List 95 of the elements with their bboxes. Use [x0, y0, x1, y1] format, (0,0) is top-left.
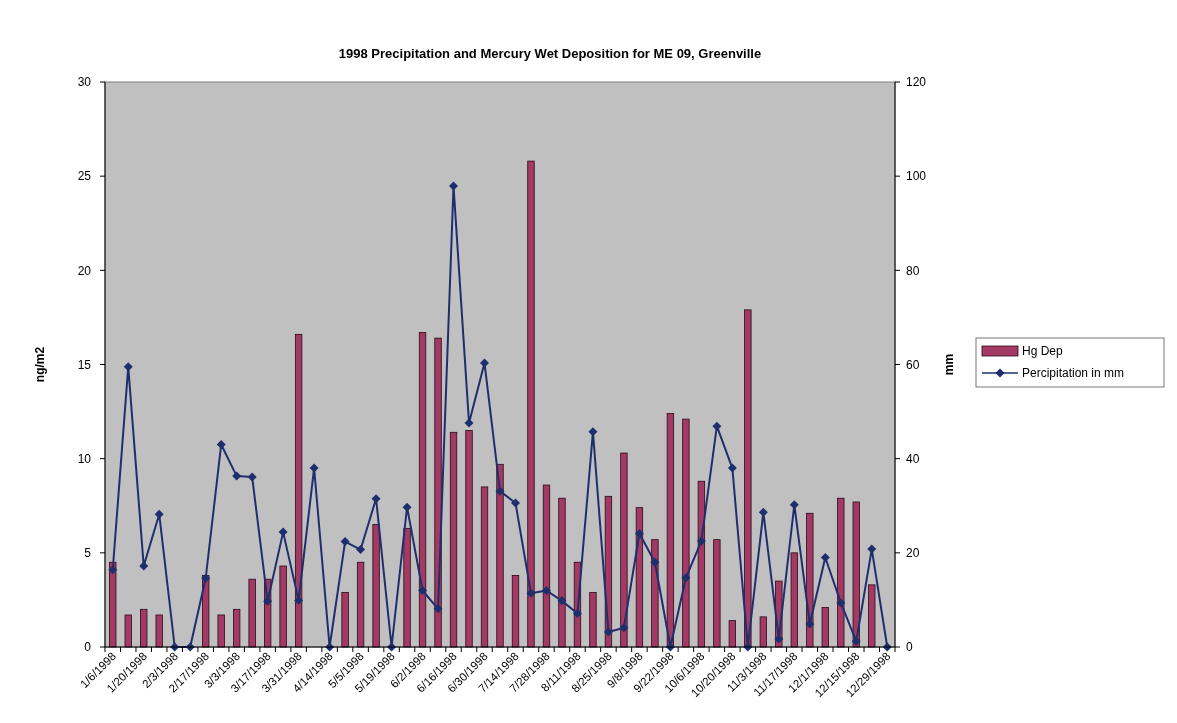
point [309, 463, 319, 473]
bar [217, 614, 225, 648]
point [557, 596, 567, 606]
point [727, 463, 737, 473]
point [696, 536, 706, 546]
point [588, 427, 598, 437]
bar [233, 608, 241, 648]
bar [356, 561, 365, 648]
bar [713, 539, 721, 648]
point [356, 545, 366, 555]
legend-label: Percipitation in mm [1022, 366, 1125, 381]
point [851, 636, 861, 646]
point [449, 181, 459, 191]
point [805, 619, 815, 629]
point [216, 440, 226, 450]
point [232, 471, 242, 481]
y2-tick-label: 120 [906, 75, 927, 90]
bar [682, 418, 690, 648]
point [201, 573, 211, 583]
bar [109, 561, 117, 648]
point [154, 509, 164, 519]
bar [666, 413, 675, 648]
bar [852, 501, 860, 648]
point [867, 544, 877, 554]
y2-tick-label: 80 [906, 263, 920, 278]
bar [651, 539, 659, 648]
y2-tick-label: 40 [906, 451, 920, 466]
legend-label: Hg Dep [1022, 344, 1064, 359]
point [681, 573, 691, 583]
bar [759, 616, 767, 648]
point [774, 634, 784, 644]
point [247, 472, 257, 482]
chart-title: 1998 Precipitation and Mercury Wet Deposition for ME 09, Greenville [338, 46, 762, 61]
bar [449, 431, 458, 648]
point [480, 358, 490, 368]
y-tick-label: 30 [77, 75, 92, 90]
bar [728, 620, 737, 648]
bar [821, 607, 829, 648]
y-tick-label: 25 [77, 169, 92, 184]
point [123, 362, 133, 372]
bar [542, 484, 551, 648]
bar [496, 463, 504, 648]
point [758, 507, 768, 517]
point [526, 588, 536, 598]
y-tick-label: 20 [77, 263, 92, 278]
point [836, 598, 846, 608]
bar [790, 552, 798, 648]
bar [480, 486, 489, 648]
point [510, 498, 520, 508]
point [495, 486, 505, 496]
y2-tick-label: 60 [906, 357, 920, 372]
bar [403, 527, 411, 648]
point [541, 586, 551, 595]
y2-axis-title: mm [942, 353, 956, 376]
bar [527, 160, 535, 648]
point [789, 500, 799, 510]
y-tick-label: 15 [77, 357, 92, 372]
y2-tick-label: 100 [906, 169, 927, 184]
bar [124, 614, 132, 648]
bar [697, 480, 706, 648]
bar [589, 591, 597, 648]
y2-tick-label: 20 [906, 546, 920, 561]
bar [341, 591, 349, 648]
point [433, 604, 443, 614]
point [402, 502, 412, 512]
point [464, 418, 474, 428]
point [340, 537, 350, 547]
bar [418, 332, 427, 648]
y-tick-label: 10 [77, 451, 92, 466]
point [108, 565, 118, 575]
point [139, 561, 149, 571]
y-tick-label: 5 [84, 546, 92, 561]
bar [837, 497, 845, 648]
point [650, 557, 660, 567]
bar [248, 578, 256, 648]
point [418, 586, 428, 595]
bar [620, 452, 628, 648]
point [634, 529, 644, 539]
bar [372, 524, 380, 648]
bar [294, 333, 303, 648]
y-tick-label: 0 [84, 640, 92, 655]
bar [140, 608, 148, 648]
bar [558, 497, 566, 648]
point [619, 623, 629, 633]
bar [155, 614, 163, 648]
point [572, 609, 582, 619]
point [712, 421, 722, 431]
y2-tick-label: 0 [906, 640, 913, 655]
bar [279, 565, 287, 648]
bar [868, 584, 876, 648]
bar [465, 430, 473, 648]
point [603, 627, 613, 637]
y-axis-title: ng/m2 [33, 346, 47, 383]
bar [511, 575, 520, 648]
bar [744, 309, 752, 648]
